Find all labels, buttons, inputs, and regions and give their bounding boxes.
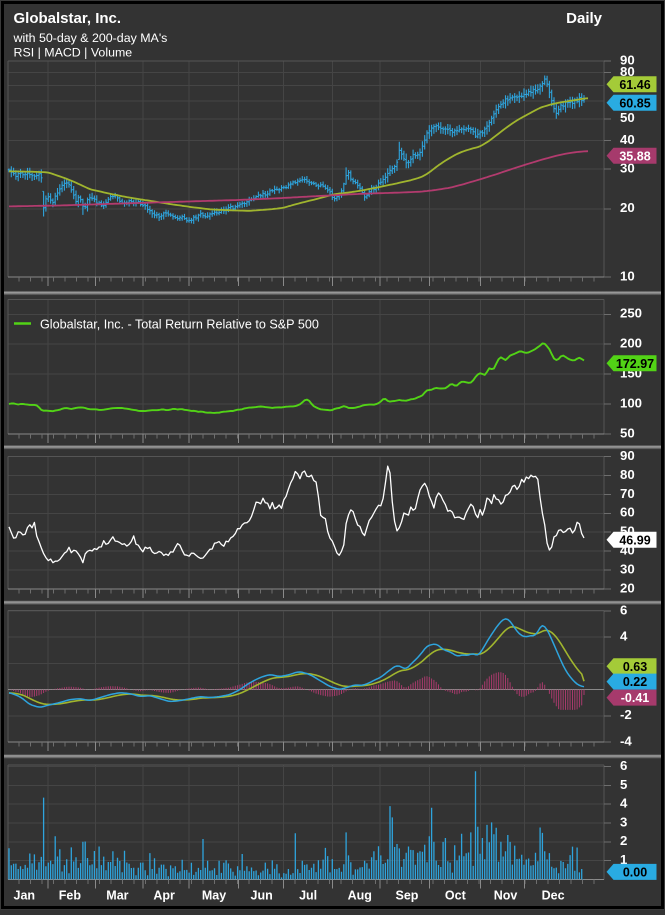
svg-text:35.88: 35.88 [619,149,650,163]
svg-text:80: 80 [620,467,635,482]
svg-text:2: 2 [620,833,627,848]
svg-text:Apr: Apr [153,889,175,903]
svg-text:0.22: 0.22 [623,675,647,689]
svg-text:with 50-day & 200-day MA's: with 50-day & 200-day MA's [13,31,168,45]
svg-text:Daily: Daily [566,10,603,27]
svg-text:May: May [202,889,226,903]
svg-text:46.99: 46.99 [619,533,650,547]
svg-text:Jul: Jul [299,889,317,903]
svg-text:90: 90 [620,52,635,67]
svg-text:6: 6 [620,602,627,617]
svg-text:61.46: 61.46 [619,78,650,92]
svg-text:20: 20 [620,200,635,215]
svg-text:250: 250 [620,306,642,321]
svg-text:3: 3 [620,814,627,829]
svg-text:Nov: Nov [494,889,518,903]
svg-text:4: 4 [620,796,628,811]
svg-text:0.63: 0.63 [623,660,647,674]
svg-text:90: 90 [620,448,635,463]
svg-text:100: 100 [620,396,642,411]
svg-text:20: 20 [620,580,635,595]
svg-text:Feb: Feb [59,889,82,903]
svg-text:80: 80 [620,64,635,79]
svg-text:RSI | MACD | Volume: RSI | MACD | Volume [14,46,133,60]
svg-text:-4: -4 [620,733,632,748]
svg-text:60.85: 60.85 [619,96,650,110]
svg-text:Globalstar, Inc.: Globalstar, Inc. [14,10,122,27]
svg-text:4: 4 [620,629,628,644]
svg-text:40: 40 [620,132,635,147]
svg-text:Globalstar, Inc. - Total Retur: Globalstar, Inc. - Total Return Relative… [40,318,319,332]
svg-text:Sep: Sep [396,889,419,903]
svg-text:Mar: Mar [106,889,128,903]
svg-text:30: 30 [620,562,635,577]
svg-text:Oct: Oct [445,889,467,903]
svg-text:-2: -2 [620,707,632,722]
svg-text:30: 30 [620,160,635,175]
svg-text:172.97: 172.97 [616,357,654,371]
svg-text:10: 10 [620,268,635,283]
svg-text:70: 70 [620,486,635,501]
svg-text:5: 5 [620,777,627,792]
svg-text:200: 200 [620,336,642,351]
svg-text:Jun: Jun [251,889,273,903]
svg-text:Dec: Dec [542,889,565,903]
svg-text:50: 50 [620,110,635,125]
svg-text:1: 1 [620,852,627,867]
svg-text:Jan: Jan [14,889,36,903]
svg-text:60: 60 [620,505,635,520]
svg-text:-0.41: -0.41 [621,691,650,705]
svg-text:6: 6 [620,758,627,773]
svg-text:0.00: 0.00 [623,866,647,880]
svg-text:Aug: Aug [348,889,372,903]
svg-text:50: 50 [620,425,635,440]
